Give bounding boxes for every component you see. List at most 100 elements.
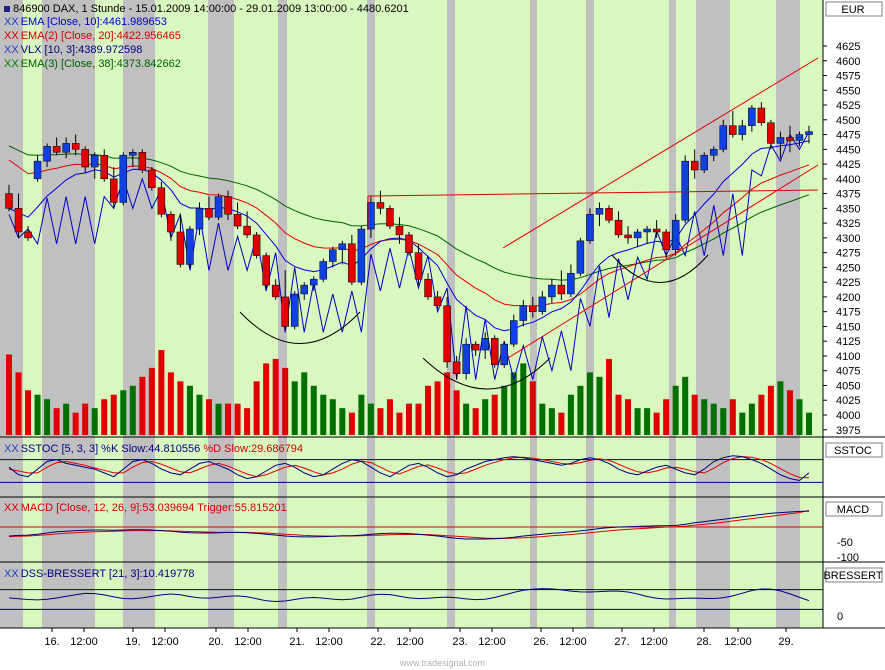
dss-panel-label: BRESSERT [823,570,882,582]
candle-up [33,160,42,180]
candle-up [710,149,718,156]
band-green [455,0,530,628]
volume-bars [6,350,812,435]
legend-sstoc[interactable]: XX SSTOC [5, 3, 3] %K Slow:44.810556 %D S… [4,443,303,456]
legend-macd[interactable]: XX MACD [Close, 12, 26, 9]:53.039694 Trig… [4,502,287,515]
time-tick-label: 12:00 [234,636,262,648]
volume-bar [806,412,812,435]
price-tick-label: 4200 [836,292,860,304]
time-tick-label: 12:00 [640,636,668,648]
trendline-lower [507,164,819,359]
candle-up [462,343,470,374]
macd-line [8,510,810,540]
candle-down [138,152,147,171]
volume-bar [529,381,536,435]
price-tick-label: 4625 [836,41,860,53]
candle-up [357,228,366,283]
volume-bar [510,372,517,435]
volume-bar [272,358,279,435]
volume-bar [596,376,603,435]
candle-down [52,146,61,153]
volume-bar [729,399,736,435]
price-tick-label: 4400 [836,174,860,186]
trendline-upper [502,57,819,249]
band-gray [669,0,676,628]
time-tick-label: 12:00 [70,636,98,648]
band-gray [586,0,594,628]
volume-bar [82,403,89,435]
band-gray [123,0,155,628]
volume-bar [44,399,51,435]
volume-bar [15,372,22,435]
candle-up [519,305,528,321]
volume-bar [710,403,717,435]
currency-label: EUR [841,4,864,16]
volume-bar [463,403,470,435]
candle-up [681,160,689,221]
volume-bar [482,399,489,435]
oscillator-lines [0,455,823,610]
trendline-drawings[interactable] [239,57,819,390]
volume-bar [120,390,127,435]
volume-bar [377,408,384,435]
legend-vlx[interactable]: XX VLX [10, 3]:4389.972598 [4,44,142,57]
band-green [95,0,123,628]
volume-bar [796,399,803,435]
legend-ema10[interactable]: XX EMA [Close, 10]:4461.989653 [4,16,167,29]
legend-ema38-prefix: XX [4,58,19,70]
band-gray [447,0,455,628]
price-tick-label: 4425 [836,159,860,171]
price-tick-label: 4500 [836,115,860,127]
volume-bar [34,394,41,435]
price-tick-label: 4325 [836,218,860,230]
volume-bar [167,372,174,435]
price-tick-label: 4450 [836,144,860,156]
candle-up [90,154,99,168]
price-tick-label: 4525 [836,100,860,112]
candle-down [729,125,737,135]
time-tick-label: 16. [44,636,59,648]
candle-up [700,154,708,171]
volume-bar [110,394,117,435]
time-tick-label: 20. [208,636,223,648]
volume-bar [339,408,346,435]
time-tick-label: 12:00 [478,636,506,648]
volume-bar [720,408,727,435]
time-axis-background [0,628,823,670]
candle-down [167,214,175,233]
candle-up [738,125,747,135]
time-tick-label: 26. [533,636,548,648]
price-tick-label: 4350 [836,203,860,215]
candle-down [690,160,699,171]
macd-trigger-line [8,509,810,539]
volume-bar [644,408,651,435]
dss-label-box [825,567,883,583]
volume-bar [739,412,746,435]
band-green [594,0,669,628]
candlesticks [5,102,813,380]
legend-ema38[interactable]: XX EMA(3) [Close, 38]:4373.842662 [4,58,181,71]
price-tick-label: 4600 [836,56,860,68]
band-green [287,0,367,628]
price-tick-label: 4125 [836,336,860,348]
candle-up [576,240,585,274]
volume-bar [682,376,689,435]
volume-bar [196,394,203,435]
sstoc-panel-label: SSTOC [834,445,872,457]
candle-down [376,202,385,209]
volume-bar [701,399,708,435]
candle-up [338,243,347,250]
legend-ema20[interactable]: XX EMA(2) [Close, 20]:4422.956465 [4,30,181,43]
price-tick-label: 4275 [836,248,860,260]
candle-up [538,296,547,312]
time-tick-label: 29. [778,636,793,648]
legend-dss-prefix: XX [4,568,19,580]
volume-bar [158,350,165,435]
volume-bar [567,394,574,435]
volume-bar [358,394,365,435]
candle-down [281,296,289,327]
legend-dss[interactable]: XX DSS-BRESSERT [21, 3]:10.419778 [4,568,195,581]
volume-bar [6,354,12,435]
